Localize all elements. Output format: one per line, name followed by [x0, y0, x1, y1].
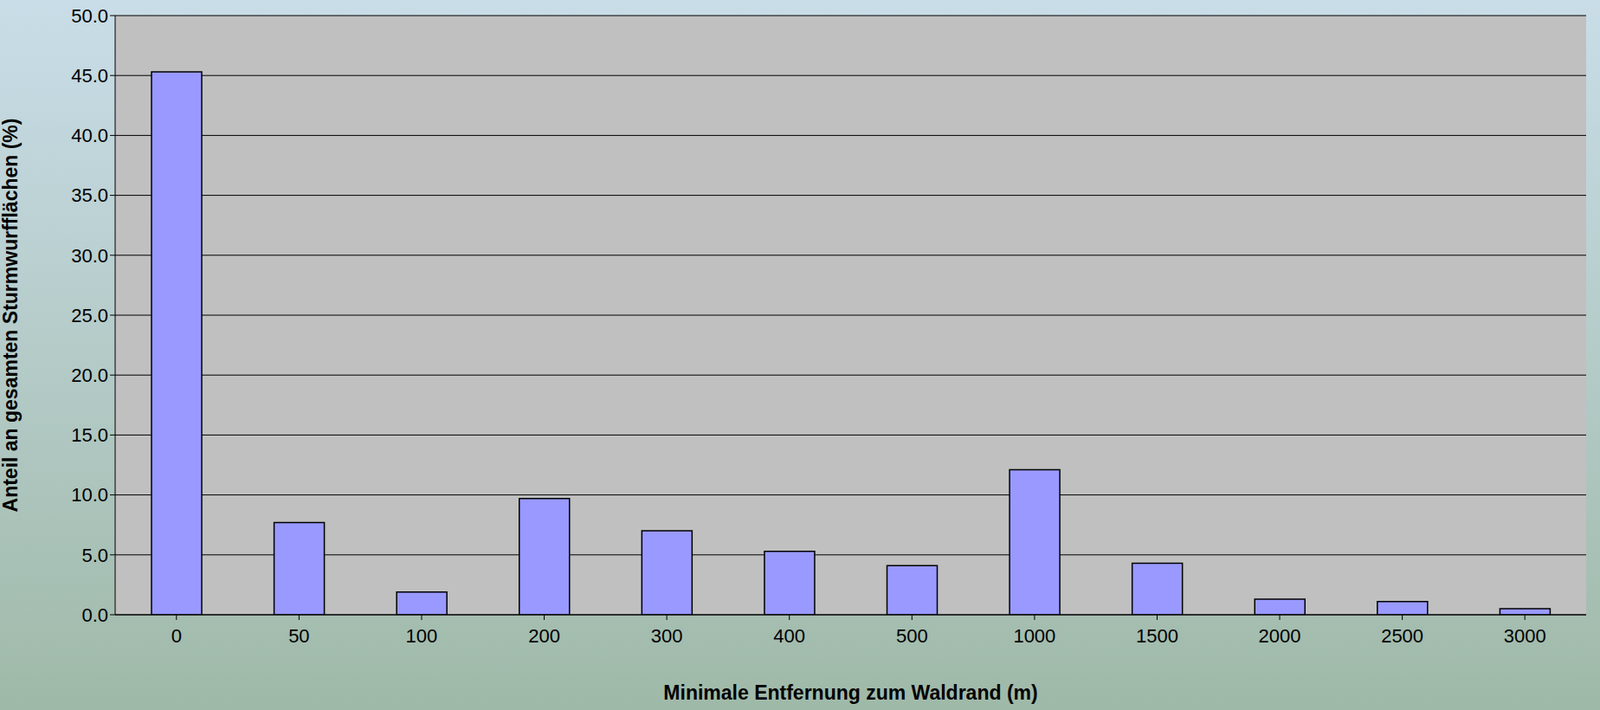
svg-text:2000: 2000 — [1258, 625, 1302, 647]
svg-text:3000: 3000 — [1503, 625, 1547, 647]
svg-text:50: 50 — [288, 625, 310, 647]
svg-text:100: 100 — [406, 625, 439, 647]
svg-text:20.0: 20.0 — [70, 364, 109, 387]
svg-text:200: 200 — [528, 625, 561, 647]
svg-text:50.0: 50.0 — [70, 5, 109, 27]
svg-text:1000: 1000 — [1012, 625, 1056, 647]
svg-text:30.0: 30.0 — [70, 245, 109, 267]
svg-text:0.0: 0.0 — [81, 604, 109, 626]
svg-text:Anteil an gesamten Sturmwurffl: Anteil an gesamten Sturmwurfflächen (%) — [0, 118, 22, 513]
svg-text:35.0: 35.0 — [70, 184, 109, 207]
svg-text:40.0: 40.0 — [70, 124, 109, 147]
svg-text:0: 0 — [171, 625, 182, 647]
svg-text:45.0: 45.0 — [70, 64, 109, 87]
svg-text:2500: 2500 — [1380, 625, 1424, 647]
svg-text:400: 400 — [773, 625, 806, 647]
svg-text:500: 500 — [896, 625, 929, 647]
svg-text:1500: 1500 — [1135, 625, 1179, 647]
svg-text:Minimale Entfernung zum Waldra: Minimale Entfernung zum Waldrand (m) — [663, 681, 1038, 704]
svg-text:10.0: 10.0 — [70, 483, 109, 506]
svg-text:5.0: 5.0 — [81, 544, 109, 567]
svg-text:15.0: 15.0 — [70, 424, 109, 446]
svg-text:300: 300 — [651, 625, 684, 647]
svg-text:25.0: 25.0 — [70, 304, 109, 327]
